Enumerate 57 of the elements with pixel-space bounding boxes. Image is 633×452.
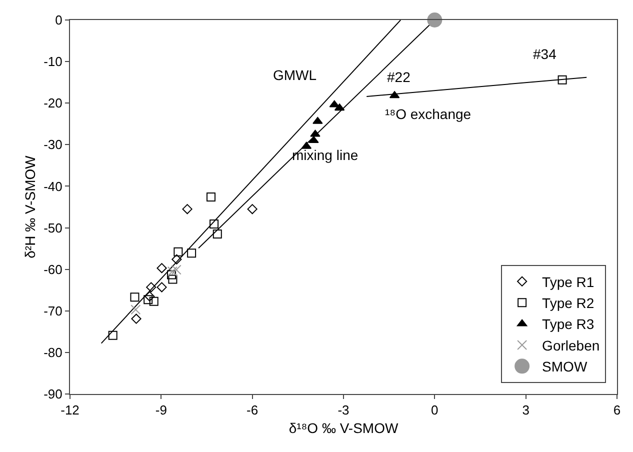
point xyxy=(167,266,178,276)
legend-label: Type R1 xyxy=(542,274,594,290)
x-tick-label: -9 xyxy=(155,402,167,418)
x-axis-title: δ¹⁸O ‰ V-SMOW xyxy=(288,420,399,436)
point xyxy=(131,314,142,324)
point xyxy=(146,282,156,292)
point xyxy=(144,291,155,302)
annotation: #34 xyxy=(533,46,557,62)
point xyxy=(187,248,196,258)
annotation: ¹⁸O exchange xyxy=(385,106,472,122)
point xyxy=(167,270,176,280)
x-tick-label: -12 xyxy=(60,402,80,418)
point xyxy=(144,295,153,304)
x-tick-label: 6 xyxy=(613,402,621,418)
point xyxy=(108,330,118,340)
point xyxy=(210,220,219,229)
point xyxy=(130,304,141,315)
point xyxy=(174,247,183,256)
point xyxy=(130,292,140,302)
point xyxy=(182,204,192,214)
y-tick-label: -70 xyxy=(44,303,62,318)
legend-label: SMOW xyxy=(542,358,588,375)
legend-label: Gorleben xyxy=(542,337,600,354)
annotation: mixing line xyxy=(292,147,358,163)
x-tick-label: 3 xyxy=(522,402,530,418)
x-tick-label: 0 xyxy=(431,402,438,418)
point xyxy=(247,204,258,214)
y-tick-label: -40 xyxy=(44,178,62,194)
y-axis-title: δ²H ‰ V-SMOW xyxy=(22,154,38,258)
point xyxy=(329,100,340,108)
point xyxy=(168,274,178,284)
point xyxy=(206,192,216,202)
annotation: #22 xyxy=(387,69,411,85)
point xyxy=(308,136,319,144)
y-tick-label: -90 xyxy=(44,386,62,402)
point xyxy=(172,254,182,264)
y-tick-label: -30 xyxy=(44,137,62,152)
y-tick-label: -20 xyxy=(44,96,62,111)
point xyxy=(558,75,567,84)
point xyxy=(156,282,167,292)
point xyxy=(310,130,320,137)
legend-label: Type R2 xyxy=(542,295,594,312)
y-tick-label: -80 xyxy=(44,344,62,360)
x-tick-label: -6 xyxy=(246,402,258,418)
point xyxy=(171,264,182,275)
y-tick-label: -10 xyxy=(44,54,62,70)
y-tick-label: -50 xyxy=(44,220,62,236)
point xyxy=(427,12,442,28)
x-tick-label: -3 xyxy=(338,402,350,418)
point xyxy=(156,263,167,274)
point xyxy=(312,116,323,124)
y-tick-label: 0 xyxy=(55,12,62,28)
annotation: GMWL xyxy=(273,67,317,83)
point xyxy=(212,230,222,239)
point xyxy=(149,296,158,306)
y-tick-label: -60 xyxy=(44,262,62,277)
legend-label: Type R3 xyxy=(542,316,594,332)
